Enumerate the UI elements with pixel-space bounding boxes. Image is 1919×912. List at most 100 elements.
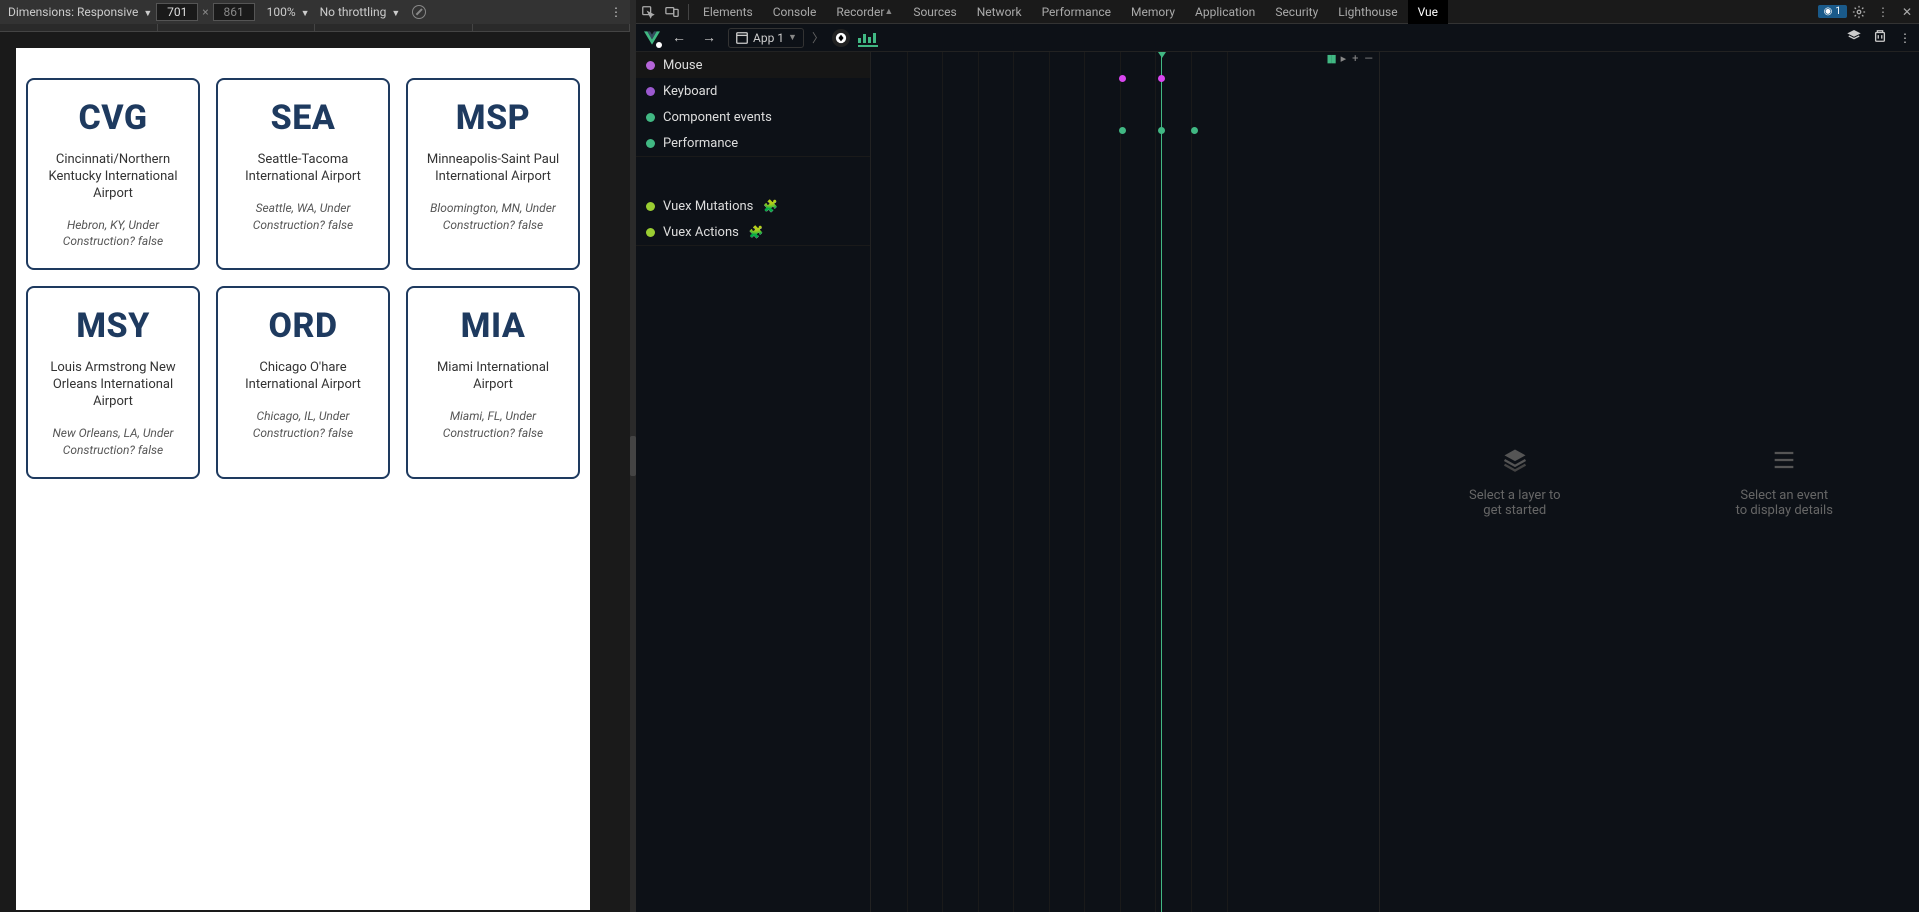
more-icon[interactable]: ⋮ bbox=[1899, 31, 1911, 45]
layer-label: Keyboard bbox=[663, 84, 717, 99]
placeholder-text: to display details bbox=[1736, 503, 1833, 518]
airport-card[interactable]: CVG Cincinnati/Northern Kentucky Interna… bbox=[26, 78, 200, 270]
device-toolbar: Dimensions: Responsive ▼ × 100% ▼ No thr… bbox=[0, 0, 630, 24]
layer-row[interactable]: Vuex Actions 🧩 bbox=[636, 219, 870, 245]
airport-name: Cincinnati/Northern Kentucky Internation… bbox=[38, 152, 188, 203]
throttling-dropdown[interactable]: No throttling ▼ bbox=[320, 5, 401, 19]
tab-performance[interactable]: Performance bbox=[1032, 0, 1121, 24]
airport-meta: Miami, FL, Under Construction? false bbox=[418, 408, 568, 442]
airport-name: Miami International Airport bbox=[418, 360, 568, 394]
timeline-detail-panels: Select a layer toget started Select an e… bbox=[1379, 52, 1919, 912]
airport-cards-grid: CVG Cincinnati/Northern Kentucky Interna… bbox=[26, 78, 580, 479]
airport-code: CVG bbox=[78, 98, 147, 138]
layer-dot-icon bbox=[646, 113, 655, 122]
close-devtools-icon[interactable]: ✕ bbox=[1895, 0, 1919, 24]
dimensions-dropdown[interactable]: Dimensions: Responsive ▼ bbox=[8, 5, 152, 19]
vue-logo-icon bbox=[644, 30, 660, 46]
devtools-menu-icon[interactable]: ⋮ bbox=[1871, 0, 1895, 24]
layer-dot-icon bbox=[646, 139, 655, 148]
airport-card[interactable]: SEA Seattle-Tacoma International Airport… bbox=[216, 78, 390, 270]
timeline-event-dot[interactable] bbox=[1119, 75, 1126, 82]
clear-icon[interactable] bbox=[1873, 29, 1887, 46]
tab-memory[interactable]: Memory bbox=[1121, 0, 1185, 24]
layer-dot-icon bbox=[646, 61, 655, 70]
app-page: CVG Cincinnati/Northern Kentucky Interna… bbox=[16, 48, 590, 910]
airport-name: Louis Armstrong New Orleans Internationa… bbox=[38, 360, 188, 411]
vue-devtools-toolbar: ← → App 1 ▼ 〉 ⋮ bbox=[636, 24, 1919, 52]
timeline-event-dot[interactable] bbox=[1191, 127, 1198, 134]
devtools-panel: Elements Console Recorder ▲ Sources Netw… bbox=[636, 0, 1919, 912]
tab-vue[interactable]: Vue bbox=[1408, 0, 1448, 24]
airport-meta: Chicago, IL, Under Construction? false bbox=[228, 408, 378, 442]
tab-lighthouse[interactable]: Lighthouse bbox=[1328, 0, 1407, 24]
timeline-view-icon[interactable] bbox=[858, 29, 878, 47]
layer-label: Performance bbox=[663, 136, 738, 151]
layer-placeholder: Select a layer toget started bbox=[1380, 52, 1650, 912]
layer-dot-icon bbox=[646, 228, 655, 237]
airport-card[interactable]: MIA Miami International Airport Miami, F… bbox=[406, 286, 580, 478]
tab-sources[interactable]: Sources bbox=[903, 0, 966, 24]
list-placeholder-icon bbox=[1770, 446, 1798, 474]
airport-code: ORD bbox=[269, 306, 338, 346]
timeline-event-dot[interactable] bbox=[1158, 75, 1165, 82]
airport-code: MIA bbox=[461, 306, 526, 346]
layers-placeholder-icon bbox=[1501, 446, 1529, 474]
airport-name: Chicago O'hare International Airport bbox=[228, 360, 378, 394]
plugin-icon: 🧩 bbox=[763, 199, 778, 213]
airport-name: Minneapolis-Saint Paul International Air… bbox=[418, 152, 568, 186]
nav-forward-icon[interactable]: → bbox=[698, 29, 720, 46]
layer-label: Mouse bbox=[663, 58, 703, 73]
placeholder-text: get started bbox=[1469, 503, 1561, 518]
layer-dot-icon bbox=[646, 87, 655, 96]
tab-elements[interactable]: Elements bbox=[693, 0, 763, 24]
zoom-dropdown[interactable]: 100% ▼ bbox=[267, 5, 310, 19]
layers-icon[interactable] bbox=[1847, 29, 1861, 46]
settings-icon[interactable] bbox=[1847, 0, 1871, 24]
airport-code: SEA bbox=[271, 98, 336, 138]
device-toolbar-menu-icon[interactable]: ⋮ bbox=[610, 5, 622, 19]
airport-code: MSY bbox=[76, 306, 150, 346]
airport-code: MSP bbox=[456, 98, 530, 138]
layer-label: Vuex Mutations bbox=[663, 199, 753, 214]
layer-row[interactable]: Performance bbox=[636, 130, 870, 156]
timeline-event-dot[interactable] bbox=[1119, 127, 1126, 134]
airport-card[interactable]: ORD Chicago O'hare International Airport… bbox=[216, 286, 390, 478]
rotate-icon[interactable] bbox=[412, 5, 426, 19]
toggle-device-icon[interactable] bbox=[660, 0, 684, 24]
airport-card[interactable]: MSY Louis Armstrong New Orleans Internat… bbox=[26, 286, 200, 478]
dimension-separator: × bbox=[202, 5, 208, 19]
layer-row[interactable]: Keyboard bbox=[636, 78, 870, 104]
layer-row[interactable]: Mouse bbox=[636, 52, 870, 78]
error-badge[interactable]: ◉ 1 bbox=[1818, 5, 1847, 18]
timeline-layers-list: Mouse Keyboard Component events Performa… bbox=[636, 52, 871, 912]
panel-splitter[interactable] bbox=[630, 0, 636, 912]
airport-meta: Seattle, WA, Under Construction? false bbox=[228, 200, 378, 234]
layer-label: Component events bbox=[663, 110, 772, 125]
layer-label: Vuex Actions bbox=[663, 225, 739, 240]
layer-row[interactable]: Component events bbox=[636, 104, 870, 130]
timeline-canvas[interactable]: ▮▮ ▸ + — Select a layer toget started bbox=[871, 52, 1919, 912]
event-placeholder: Select an eventto display details bbox=[1650, 52, 1919, 912]
devtools-tabstrip: Elements Console Recorder ▲ Sources Netw… bbox=[636, 0, 1919, 24]
tab-recorder[interactable]: Recorder ▲ bbox=[826, 0, 903, 24]
layer-row[interactable]: Vuex Mutations 🧩 bbox=[636, 193, 870, 219]
placeholder-text: Select an event bbox=[1736, 488, 1833, 503]
tab-console[interactable]: Console bbox=[763, 0, 827, 24]
viewport-height-input[interactable] bbox=[213, 3, 255, 21]
airport-meta: Hebron, KY, Under Construction? false bbox=[38, 217, 188, 251]
inspect-element-icon[interactable] bbox=[636, 0, 660, 24]
vue-timeline: Mouse Keyboard Component events Performa… bbox=[636, 52, 1919, 912]
timeline-event-dot[interactable] bbox=[1158, 127, 1165, 134]
airport-meta: Bloomington, MN, Under Construction? fal… bbox=[418, 200, 568, 234]
airport-card[interactable]: MSP Minneapolis-Saint Paul International… bbox=[406, 78, 580, 270]
app-selector[interactable]: App 1 ▼ bbox=[728, 28, 804, 48]
placeholder-text: Select a layer to bbox=[1469, 488, 1561, 503]
layer-dot-icon bbox=[646, 202, 655, 211]
device-emulation-panel: Dimensions: Responsive ▼ × 100% ▼ No thr… bbox=[0, 0, 630, 912]
tab-network[interactable]: Network bbox=[967, 0, 1032, 24]
nav-back-icon[interactable]: ← bbox=[668, 29, 690, 46]
components-view-icon[interactable] bbox=[832, 29, 850, 47]
tab-application[interactable]: Application bbox=[1185, 0, 1265, 24]
viewport-width-input[interactable] bbox=[156, 3, 198, 21]
tab-security[interactable]: Security bbox=[1265, 0, 1328, 24]
